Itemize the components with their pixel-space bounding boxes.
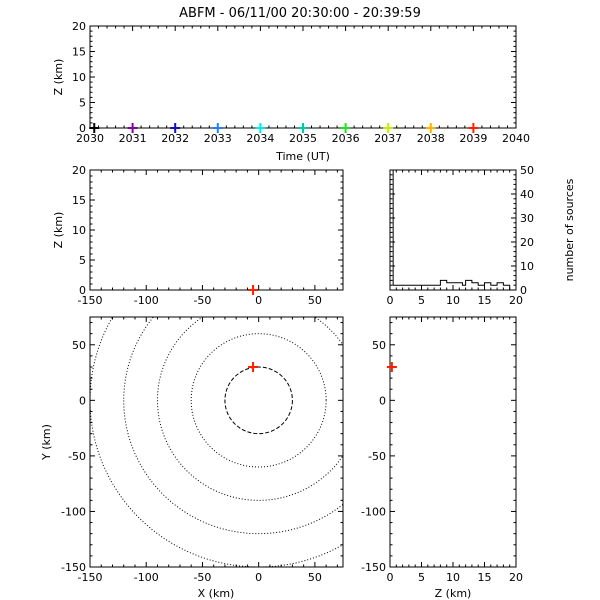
panel-x-height: -150 -100 -50 0 50 0 5 10 15 20 Z (km): [52, 164, 344, 307]
source-point: [127, 123, 138, 133]
range-ring: [190, 333, 327, 468]
source-point: [340, 123, 351, 133]
plot-frame: [89, 25, 517, 129]
y-tick-label: 15: [72, 46, 86, 59]
y-tick-label: 0: [79, 122, 86, 135]
x-tick-label: -50: [193, 571, 211, 584]
y-tick-label: 10: [520, 260, 534, 273]
source-point: [468, 123, 479, 133]
source-point: [255, 123, 266, 133]
figure-title: ABFM - 06/11/00 20:30:00 - 20:39:59: [179, 6, 421, 21]
y-tick-label: -50: [68, 450, 86, 463]
x-axis-title: Time (UT): [275, 150, 330, 163]
source-point: [425, 123, 436, 133]
x-tick-label: 2030: [76, 132, 104, 145]
source-point: [298, 123, 308, 133]
x-tick-label: 2040: [502, 132, 530, 145]
y-tick-label: 50: [520, 164, 534, 177]
range-ring: [123, 317, 343, 535]
source-point: [386, 362, 397, 372]
x-axis-title: Z (km): [435, 587, 472, 600]
x-tick-label: 0: [387, 571, 394, 584]
x-tick-label: 0: [387, 294, 394, 307]
x-tick-label: 2036: [332, 132, 360, 145]
y-tick-label: 20: [520, 236, 534, 249]
range-ring: [156, 317, 343, 501]
y-tick-label: 50: [372, 339, 386, 352]
x-tick-label: 2037: [374, 132, 402, 145]
x-tick-label: 5: [418, 571, 425, 584]
x-tick-label: -50: [193, 294, 211, 307]
x-tick-label: 20: [509, 294, 523, 307]
x-tick-label: -150: [78, 571, 103, 584]
panel-height-y: 0 5 10 15 20 -150 -100 -50 0 50 Z (km): [361, 316, 523, 600]
x-tick-label: 15: [478, 294, 492, 307]
x-tick-label: 2031: [119, 132, 147, 145]
y-tick-label: 20: [72, 20, 86, 33]
y-tick-label: 20: [72, 164, 86, 177]
x-tick-label: 15: [478, 571, 492, 584]
x-tick-label: -100: [134, 571, 159, 584]
y-tick-label: 0: [79, 394, 86, 407]
range-rings: [90, 317, 343, 567]
source-point: [248, 285, 259, 295]
histogram-outline: [389, 169, 516, 291]
y-tick-label: 0: [379, 394, 386, 407]
y-tick-label: 5: [79, 97, 86, 110]
y-tick-label: -100: [61, 505, 86, 518]
source-point: [170, 123, 181, 133]
x-tick-label: 50: [308, 571, 322, 584]
x-tick-label: 2034: [246, 132, 274, 145]
plot-frame: [89, 316, 344, 568]
x-tick-label: 10: [446, 571, 460, 584]
x-tick-label: 5: [418, 294, 425, 307]
source-point: [383, 123, 394, 133]
y-tick-label: 15: [72, 194, 86, 207]
y-axis-title: number of sources: [563, 178, 576, 281]
y-axis-title: Y (km): [40, 424, 53, 461]
x-tick-label: 10: [446, 294, 460, 307]
y-tick-label: 10: [72, 71, 86, 84]
x-tick-label: -150: [78, 294, 103, 307]
y-tick-label: -150: [361, 561, 386, 574]
x-tick-label: 0: [255, 294, 262, 307]
y-tick-label: 0: [79, 284, 86, 297]
y-tick-label: 40: [520, 188, 534, 201]
x-tick-label: 2039: [459, 132, 487, 145]
x-tick-label: 2038: [417, 132, 445, 145]
x-tick-label: 50: [308, 294, 322, 307]
y-axis-title: Z (km): [52, 59, 65, 96]
y-tick-label: -50: [368, 450, 386, 463]
y-tick-label: 30: [520, 212, 534, 225]
x-axis-title: X (km): [198, 587, 235, 600]
panel-plan-view: -150 -100 -50 0 50 -150 -100 -50 0 50 Y (km) X (km): [40, 316, 344, 600]
y-tick-label: 5: [79, 254, 86, 267]
x-tick-label: 2032: [161, 132, 189, 145]
source-point: [89, 123, 100, 133]
y-tick-label: 10: [72, 224, 86, 237]
y-tick-label: 50: [72, 339, 86, 352]
y-tick-label: -100: [361, 505, 386, 518]
x-tick-label: 2033: [204, 132, 232, 145]
panel-time-height: 2030 2031 2032 2033 2034 2035 2036 2037 2038 2039…: [52, 20, 530, 163]
plot-frame: [389, 169, 517, 291]
x-tick-label: 2035: [289, 132, 317, 145]
plot-frame: [389, 316, 517, 568]
x-tick-label: -100: [134, 294, 159, 307]
plot-frame: [89, 169, 344, 291]
y-tick-label: -150: [61, 561, 86, 574]
source-point: [248, 362, 259, 372]
x-tick-label: 0: [255, 571, 262, 584]
y-axis-title: Z (km): [52, 212, 65, 249]
source-point: [212, 123, 223, 133]
y-tick-label: 0: [520, 284, 527, 297]
range-ring: [224, 366, 293, 435]
x-tick-label: 20: [509, 571, 523, 584]
